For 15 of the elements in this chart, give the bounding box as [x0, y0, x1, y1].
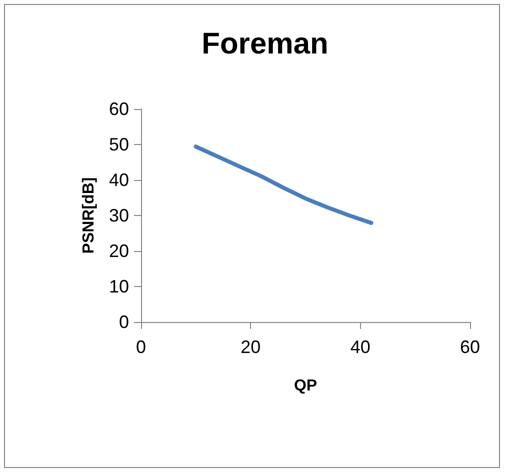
y-axis-title: PSNR[dB]: [80, 177, 98, 254]
y-tick-label: 40: [108, 170, 129, 190]
y-tick-label: 0: [118, 312, 129, 332]
y-tick-label: 50: [108, 134, 129, 154]
x-tick-label: 0: [136, 337, 146, 357]
x-tick-label: 40: [350, 337, 370, 357]
y-tick-label: 30: [108, 206, 129, 226]
y-tick-label: 60: [108, 99, 129, 119]
x-tick-label: 60: [460, 337, 480, 357]
line-series: [194, 144, 374, 225]
y-tick-label: 10: [108, 276, 129, 296]
x-axis-title: QP: [294, 378, 318, 394]
y-tick-label: 20: [108, 241, 129, 261]
chart-title: Foreman: [202, 28, 328, 60]
x-tick-label: 20: [240, 337, 261, 357]
